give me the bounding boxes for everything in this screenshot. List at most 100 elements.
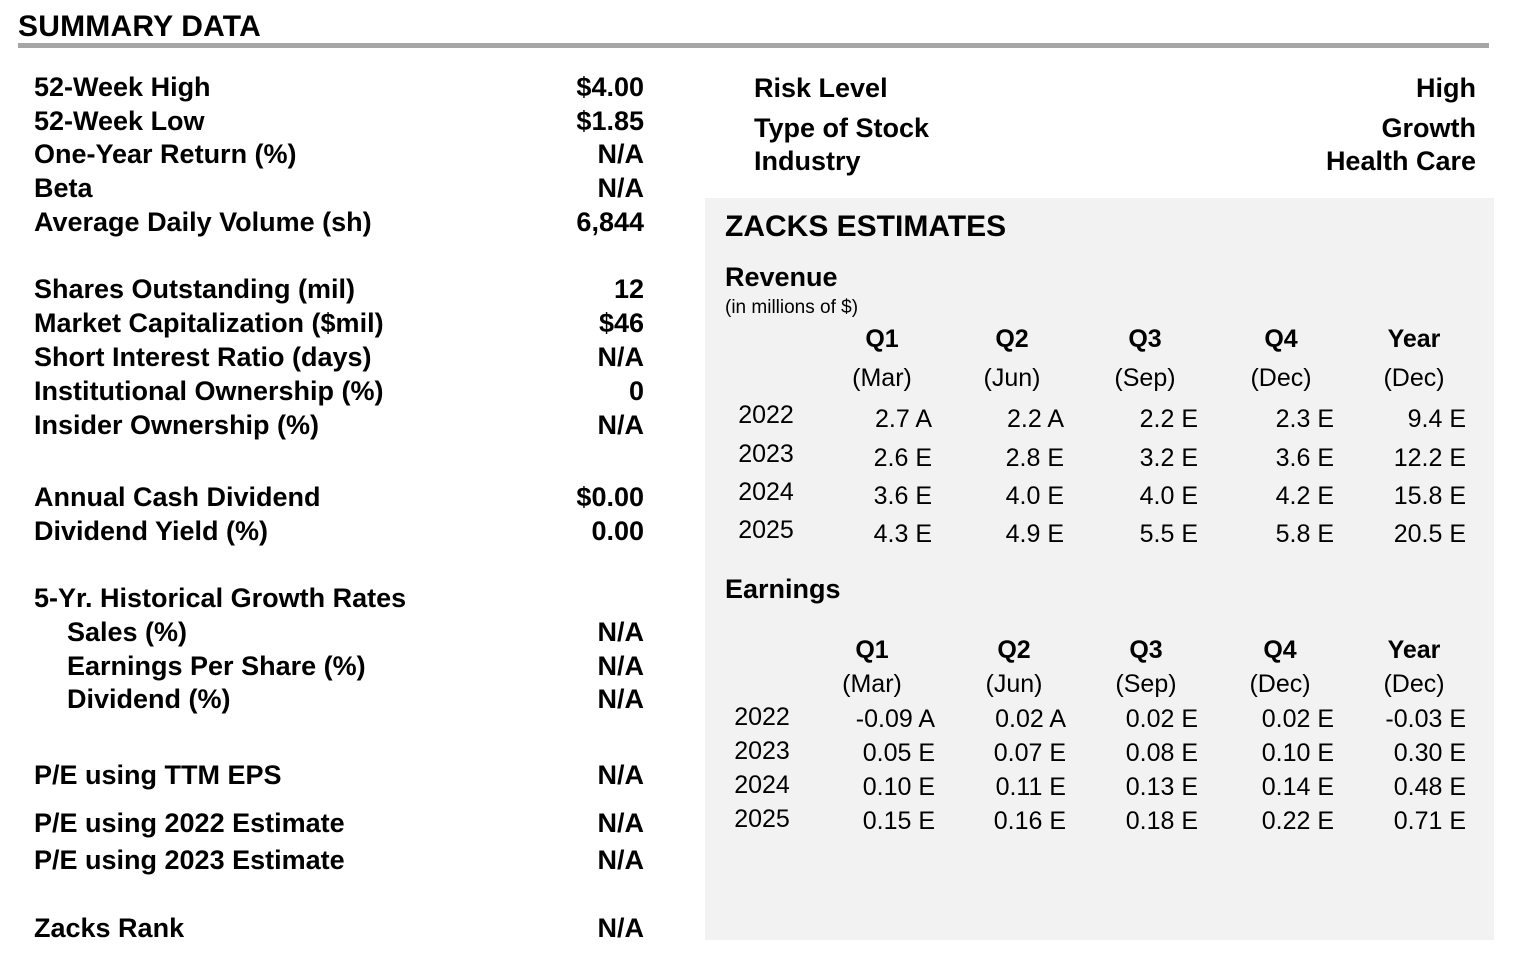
summary-row-label: Average Daily Volume (sh) <box>34 207 372 237</box>
earnings-heading: Earnings <box>725 574 841 604</box>
summary-row-label: Industry <box>754 146 861 176</box>
table-cell: 0.02 A <box>995 705 1066 733</box>
summary-row-label: Market Capitalization ($mil) <box>34 308 384 338</box>
summary-row-value: 0.00 <box>591 516 644 546</box>
summary-row: 5-Yr. Historical Growth Rates <box>34 583 644 617</box>
summary-row: Annual Cash Dividend $0.00 <box>34 482 644 516</box>
table-cell: 0.14 E <box>1261 773 1334 801</box>
table-cell: 5.5 E <box>1139 520 1198 548</box>
summary-row-value: N/A <box>597 342 645 372</box>
summary-row: 52-Week High $4.00 <box>34 72 644 106</box>
table-cell: 4.2 E <box>1275 482 1334 510</box>
summary-row-label: Short Interest Ratio (days) <box>34 342 372 372</box>
table-cell: 0.10 E <box>862 773 935 801</box>
summary-row-label: Insider Ownership (%) <box>34 410 320 440</box>
summary-row-value: 0 <box>628 376 644 406</box>
summary-row: Earnings Per Share (%) N/A <box>34 651 644 685</box>
column-header-quarter: Q2 <box>995 325 1029 353</box>
summary-row: Risk Level High <box>754 73 1476 107</box>
summary-row: P/E using TTM EPS N/A <box>34 760 644 794</box>
table-cell: 5.8 E <box>1275 520 1334 548</box>
table-cell: 0.11 E <box>995 773 1066 801</box>
summary-row: P/E using 2023 Estimate N/A <box>34 845 644 879</box>
table-cell: 0.07 E <box>993 739 1066 767</box>
column-header-quarter: Q3 <box>1129 636 1163 664</box>
column-header-month: (Dec) <box>1383 364 1445 392</box>
summary-row-label: Zacks Rank <box>34 913 185 943</box>
table-cell: 2.2 A <box>1007 405 1064 433</box>
summary-row-label: Risk Level <box>754 73 888 103</box>
summary-row: Insider Ownership (%) N/A <box>34 410 644 444</box>
table-cell: 3.6 E <box>1275 444 1334 472</box>
row-year: 2022 <box>738 401 794 429</box>
table-cell: 4.3 E <box>873 520 932 548</box>
summary-row-value: N/A <box>597 760 645 790</box>
column-header-month: (Jun) <box>985 670 1043 698</box>
table-cell: 0.16 E <box>993 807 1066 835</box>
estimates-title: ZACKS ESTIMATES <box>725 210 1007 243</box>
table-cell: 12.2 E <box>1393 444 1466 472</box>
summary-row: Institutional Ownership (%) 0 <box>34 376 644 410</box>
summary-row-label: Earnings Per Share (%) <box>67 651 366 681</box>
table-cell: 0.48 E <box>1393 773 1466 801</box>
table-cell: 0.05 E <box>862 739 935 767</box>
table-cell: 2.6 E <box>873 444 932 472</box>
summary-row-label: Beta <box>34 173 93 203</box>
summary-row-value: $46 <box>598 308 644 338</box>
row-year: 2023 <box>734 737 790 765</box>
page-title: SUMMARY DATA <box>18 10 261 43</box>
column-header-month: (Dec) <box>1383 670 1445 698</box>
table-cell: 3.2 E <box>1139 444 1198 472</box>
summary-row-label: 5-Yr. Historical Growth Rates <box>34 583 407 613</box>
table-cell: 0.22 E <box>1261 807 1334 835</box>
summary-row: Market Capitalization ($mil) $46 <box>34 308 644 342</box>
summary-row-value: N/A <box>597 617 645 647</box>
summary-row-value: N/A <box>597 845 645 875</box>
summary-row-value: Health Care <box>1325 146 1476 176</box>
table-cell: 0.13 E <box>1125 773 1198 801</box>
column-header-month: (Sep) <box>1114 364 1176 392</box>
summary-row-label: 52-Week High <box>34 72 211 102</box>
table-cell: 2.3 E <box>1275 405 1334 433</box>
summary-row-label: Dividend Yield (%) <box>34 516 269 546</box>
summary-row: One-Year Return (%) N/A <box>34 139 644 173</box>
summary-row-label: Shares Outstanding (mil) <box>34 274 356 304</box>
summary-row: Shares Outstanding (mil) 12 <box>34 274 644 308</box>
summary-row: 52-Week Low $1.85 <box>34 106 644 140</box>
summary-row-label: Dividend (%) <box>67 684 231 714</box>
row-year: 2024 <box>738 478 794 506</box>
summary-row: Beta N/A <box>34 173 644 207</box>
column-header-quarter: Q3 <box>1128 325 1162 353</box>
summary-row: P/E using 2022 Estimate N/A <box>34 808 644 842</box>
revenue-heading: Revenue <box>725 262 838 292</box>
summary-row-label: Type of Stock <box>754 113 930 143</box>
column-header-month: (Sep) <box>1115 670 1177 698</box>
summary-row-value: $4.00 <box>576 72 644 102</box>
table-cell: -0.09 A <box>855 705 935 733</box>
summary-row-value: 12 <box>613 274 644 304</box>
table-cell: 4.9 E <box>1005 520 1064 548</box>
summary-row-value: N/A <box>597 173 645 203</box>
column-header-quarter: Q4 <box>1263 636 1297 664</box>
summary-row-label: P/E using 2023 Estimate <box>34 845 345 875</box>
summary-row-value: $0.00 <box>576 482 644 512</box>
column-header-month: (Mar) <box>852 364 912 392</box>
table-cell: 0.10 E <box>1261 739 1334 767</box>
summary-row-label: P/E using TTM EPS <box>34 760 282 790</box>
column-header-month: (Jun) <box>983 364 1041 392</box>
table-cell: 20.5 E <box>1393 520 1466 548</box>
column-header-quarter: Q4 <box>1264 325 1298 353</box>
summary-row-value: Growth <box>1381 113 1477 143</box>
summary-row-label: P/E using 2022 Estimate <box>34 808 345 838</box>
summary-row-value: $1.85 <box>576 106 644 136</box>
summary-row-value: N/A <box>597 684 645 714</box>
table-cell: 0.30 E <box>1393 739 1466 767</box>
summary-row: Average Daily Volume (sh) 6,844 <box>34 207 644 241</box>
summary-row: Short Interest Ratio (days) N/A <box>34 342 644 376</box>
summary-row-label: One-Year Return (%) <box>34 139 297 169</box>
row-year: 2025 <box>734 805 790 833</box>
summary-row-label: Sales (%) <box>67 617 188 647</box>
table-cell: 0.02 E <box>1261 705 1334 733</box>
table-cell: 15.8 E <box>1393 482 1466 510</box>
summary-row-value: N/A <box>597 913 645 943</box>
